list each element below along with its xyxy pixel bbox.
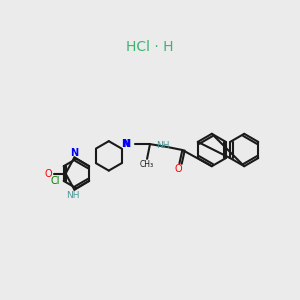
Text: O: O [44,169,52,178]
Text: NH: NH [157,141,170,150]
Text: HCl · H: HCl · H [126,40,174,54]
Text: O: O [174,164,182,174]
Text: Cl: Cl [50,176,60,186]
Text: N: N [121,139,129,148]
Text: N: N [70,148,79,158]
Text: N: N [122,139,130,149]
Text: CH₃: CH₃ [140,160,154,169]
Text: NH: NH [66,191,80,200]
